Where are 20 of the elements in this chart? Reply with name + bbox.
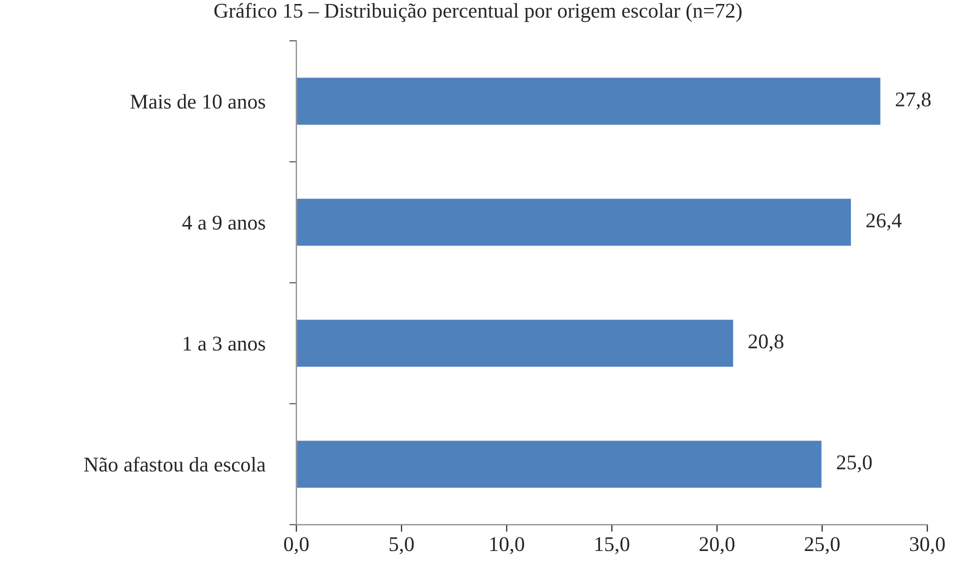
bar: [296, 76, 882, 126]
y-tick-label: Não afastou da escola: [84, 456, 266, 472]
x-tick-label: 5,0: [390, 537, 414, 554]
data-label: 25,0: [836, 455, 872, 472]
data-label: 27,8: [896, 92, 931, 110]
x-tick-label: 30,0: [910, 537, 945, 554]
chart-title: Gráfico 15 – Distribuição percentual por origem escolar (n=72): [214, 2, 742, 22]
y-tick-label: 1 a 3 anos: [184, 336, 266, 351]
y-tick-label: 4 a 9 anos: [182, 216, 266, 230]
bar: [296, 439, 823, 490]
x-tick-label: 15,0: [595, 537, 630, 554]
x-tick-label: 25,0: [804, 537, 840, 554]
x-tick-label: 0,0: [284, 537, 309, 554]
x-tick-label: 20,0: [700, 537, 734, 554]
data-label: 20,8: [748, 334, 784, 352]
bar: [296, 318, 735, 368]
x-tick-label: 10,0: [490, 537, 524, 554]
data-label: 26,4: [866, 213, 902, 230]
y-tick-label: Mais de 10 anos: [130, 94, 266, 109]
bar: [296, 197, 852, 248]
